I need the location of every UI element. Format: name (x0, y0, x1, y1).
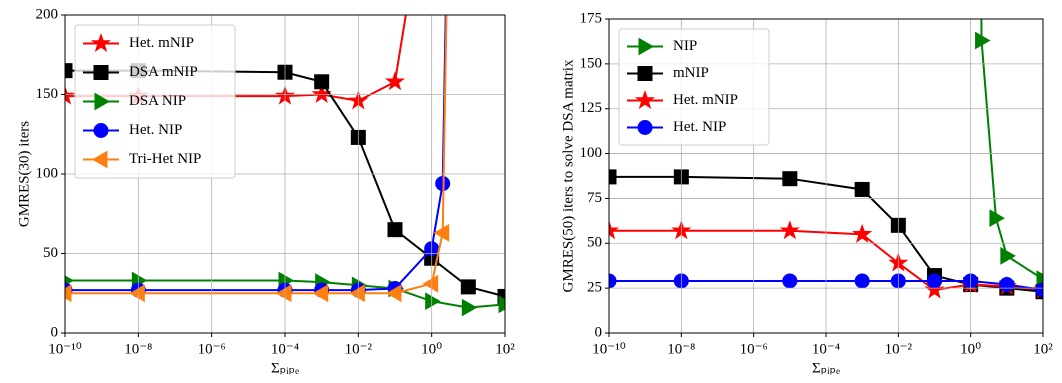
x-tick-label: 10² (1033, 341, 1053, 357)
legend-box (74, 24, 236, 179)
marker (609, 169, 617, 185)
x-tick-label: 10⁻⁸ (667, 341, 695, 357)
marker (924, 279, 945, 299)
x-tick-label: 10⁻² (885, 341, 913, 357)
legend-label: Het. mNIP (129, 35, 194, 51)
marker (637, 120, 653, 135)
y-tick-label: 100 (36, 165, 59, 181)
marker (385, 284, 402, 303)
marker (425, 292, 441, 311)
marker (782, 273, 798, 289)
legend-label: NIP (673, 38, 697, 54)
marker (422, 274, 439, 293)
marker (852, 223, 873, 243)
marker (638, 37, 655, 56)
y-tick-label: 0 (595, 324, 603, 340)
marker (91, 150, 108, 169)
marker (634, 89, 656, 110)
y-tick-label: 100 (580, 145, 603, 161)
marker (609, 273, 617, 289)
marker (498, 295, 505, 314)
marker (854, 181, 870, 197)
legend-label: DSA NIP (129, 93, 186, 109)
x-tick-label: 10⁻⁶ (740, 341, 768, 357)
x-tick-label: 10⁰ (421, 341, 442, 357)
marker (927, 273, 942, 289)
legend-box (618, 28, 770, 146)
marker (1000, 246, 1016, 265)
marker (433, 223, 450, 242)
y-tick-label: 150 (580, 55, 603, 71)
y-tick-label: 0 (51, 324, 59, 340)
marker (312, 284, 329, 303)
marker (314, 74, 330, 90)
legend-label: Tri-Het NIP (129, 151, 201, 167)
axes-frame (608, 18, 1044, 334)
marker (275, 284, 292, 303)
marker (349, 284, 365, 303)
x-tick-label: 10⁰ (960, 341, 981, 357)
x-tick-label: 10⁻¹⁰ (48, 341, 81, 357)
marker (93, 65, 109, 80)
marker (65, 85, 76, 105)
marker (779, 220, 800, 240)
marker (999, 277, 1015, 293)
legend-label: Het. NIP (673, 119, 726, 135)
x-tick-label: 10⁻⁶ (198, 341, 226, 357)
legend: NIP mNIP Het. mNIP Het. NIP (618, 28, 770, 146)
marker (129, 284, 145, 303)
y-tick-label: 150 (36, 86, 59, 102)
x-axis-label: Σₚᵢₚₑ (812, 360, 840, 376)
legend-label: mNIP (673, 65, 709, 81)
y-tick-label: 50 (587, 235, 602, 251)
x-axis-label: Σₚᵢₚₑ (271, 360, 299, 376)
y-tick-label: 125 (580, 100, 603, 116)
marker (65, 63, 73, 79)
marker (497, 288, 505, 304)
y-axis-label: GMRES(50) iters to solve DSA matrix (560, 59, 576, 292)
y-tick-label: 75 (587, 190, 602, 206)
x-tick-label: 10⁻⁴ (271, 341, 299, 357)
marker (461, 298, 478, 317)
marker (387, 222, 403, 238)
legend-label: Het. mNIP (673, 92, 738, 108)
y-axis-label: GMRES(30) iters (16, 121, 32, 227)
marker (460, 279, 476, 295)
marker (90, 32, 112, 53)
y-tick-label: 25 (587, 280, 602, 296)
marker (609, 220, 620, 240)
legend: Het. mNIP DSA mNIP DSA NIP Het. NIP Tri-Het … (74, 24, 236, 179)
marker (782, 171, 798, 187)
marker (975, 31, 991, 50)
marker (854, 273, 870, 289)
marker (989, 209, 1005, 228)
axes-frame (64, 14, 506, 334)
marker (637, 66, 653, 81)
x-tick-label: 10⁻¹⁰ (592, 341, 625, 357)
x-tick-label: 10² (495, 341, 515, 357)
legend-label: Het. NIP (129, 122, 182, 138)
marker (93, 123, 109, 138)
marker (65, 284, 72, 303)
marker (94, 92, 111, 111)
legend-label: DSA mNIP (129, 64, 198, 80)
y-tick-label: 50 (43, 245, 58, 261)
y-tick-label: 200 (36, 6, 59, 22)
y-tick-label: 175 (580, 10, 603, 26)
x-tick-label: 10⁻² (345, 341, 373, 357)
marker (384, 71, 406, 91)
marker (1035, 282, 1043, 298)
x-tick-label: 10⁻⁸ (124, 341, 152, 357)
x-tick-label: 10⁻⁴ (812, 341, 840, 357)
